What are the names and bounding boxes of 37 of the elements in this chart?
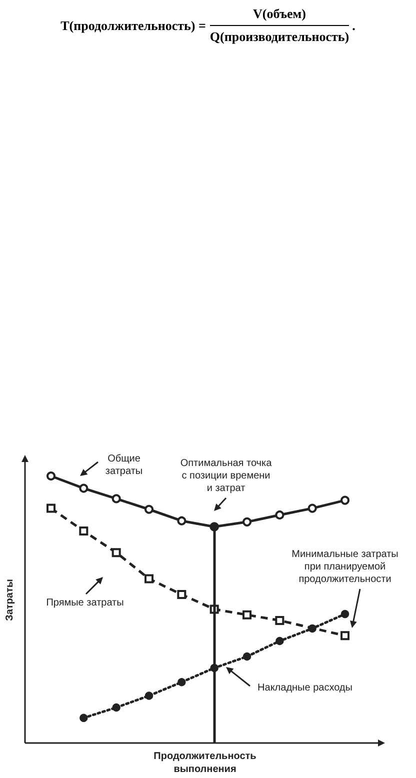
point: [308, 624, 316, 633]
annotation: Минимальные затраты при планируемой продолжительности: [292, 549, 398, 585]
annotation: Прямые затраты: [46, 598, 124, 608]
point: [242, 610, 252, 620]
point: [79, 526, 88, 536]
point: [177, 590, 186, 600]
point: [144, 692, 154, 700]
point: [340, 496, 350, 505]
text: T(продолжительность) =: [60, 18, 206, 34]
annotation: Оптимальная точка с позиции времени и затрат: [180, 458, 272, 494]
point: [242, 652, 252, 661]
point: [144, 574, 154, 584]
point: [275, 510, 284, 520]
text: Q(производительность): [210, 25, 350, 45]
point: [144, 504, 154, 514]
x-axis-title: Продолжительность выполнения: [154, 751, 256, 775]
point: [46, 472, 56, 480]
point: [242, 517, 252, 526]
point: [79, 484, 88, 493]
point: [276, 636, 284, 646]
point: [340, 610, 350, 618]
text: V(объем): [253, 6, 306, 23]
point: [112, 703, 120, 712]
point: [112, 548, 121, 558]
text: .: [352, 18, 356, 34]
point: [275, 616, 284, 625]
point: [80, 714, 88, 722]
y-axis-title: Затраты: [4, 579, 16, 621]
point: [178, 678, 186, 686]
point: [308, 504, 317, 513]
point: [46, 504, 56, 513]
point: [177, 516, 186, 526]
annotation: Общие затраты: [105, 453, 143, 477]
point: [340, 631, 350, 640]
annotation: Накладные расходы: [258, 682, 352, 694]
point: [210, 664, 218, 672]
point: [112, 494, 121, 504]
